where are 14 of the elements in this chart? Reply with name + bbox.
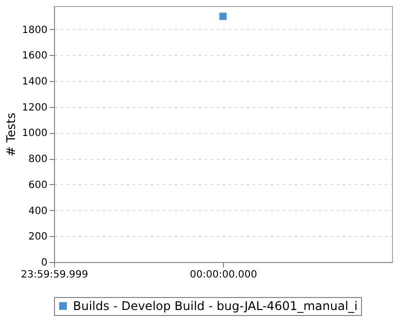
y-tick-label: 0 xyxy=(41,258,48,268)
y-axis-title: # Tests xyxy=(4,112,18,156)
y-tick-label: 1000 xyxy=(22,128,48,140)
y-tick-label: 1400 xyxy=(22,76,48,88)
y-tick-label: 1600 xyxy=(22,50,48,62)
x-tick-label: 00:00:00.000 xyxy=(190,270,258,280)
y-tick-label: 800 xyxy=(28,154,48,166)
y-tick-label: 1200 xyxy=(22,102,48,114)
x-tick-label: 23:59:59.999 xyxy=(20,270,88,280)
y-tick-label: 600 xyxy=(28,180,48,191)
y-tick-label: 400 xyxy=(28,206,48,217)
y-tick-label: 1800 xyxy=(22,24,48,36)
y-tick-label: 200 xyxy=(28,232,48,243)
legend-label: Builds - Develop Build - bug-JAL-4601_manual_i xyxy=(73,299,358,313)
